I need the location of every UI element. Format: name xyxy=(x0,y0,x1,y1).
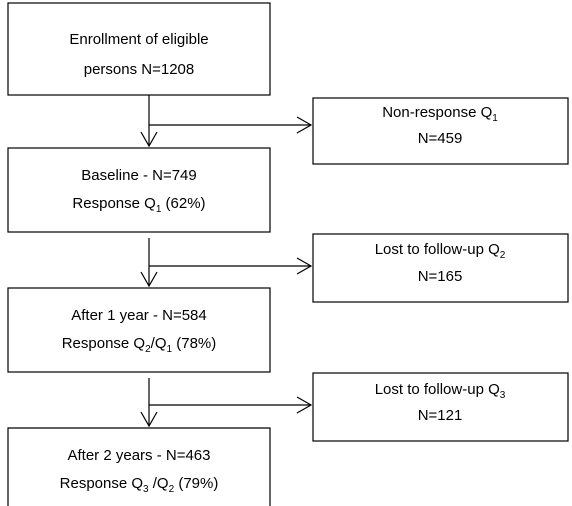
label-text: Response Q xyxy=(72,195,155,212)
label-text: After 1 year - N=584 xyxy=(71,307,206,324)
arrow xyxy=(140,378,313,428)
subscript: 3 xyxy=(500,390,506,401)
box xyxy=(7,427,271,506)
label-text: Baseline - N=749 xyxy=(81,167,197,184)
subscript: 1 xyxy=(156,204,162,215)
node-label: After 1 year - N=584 xyxy=(71,307,206,324)
label-text: N=165 xyxy=(418,268,463,285)
subscript: 2 xyxy=(500,250,506,261)
subscript: 1 xyxy=(492,113,498,124)
label-text: N=459 xyxy=(418,130,463,147)
node-label: N=459 xyxy=(418,130,463,147)
node-label: N=121 xyxy=(418,407,463,424)
label-text: After 2 years - N=463 xyxy=(68,447,211,464)
label-text: Lost to follow-up Q xyxy=(375,241,500,258)
label-text: Response Q xyxy=(62,335,145,352)
subscript: 3 xyxy=(143,484,149,495)
node-label: Lost to follow-up Q2 xyxy=(375,241,506,261)
box xyxy=(312,233,569,303)
arrow xyxy=(140,95,313,148)
label-text: Response Q xyxy=(60,475,143,492)
node-label: N=165 xyxy=(418,268,463,285)
label-text: (78%) xyxy=(172,335,216,352)
node-label: Lost to follow-up Q3 xyxy=(375,381,506,401)
label-text: persons N=1208 xyxy=(84,61,195,78)
node-label: Enrollment of eligible xyxy=(69,31,208,48)
subscript: 1 xyxy=(167,344,173,355)
label-text: N=121 xyxy=(418,407,463,424)
subscript: 2 xyxy=(169,484,175,495)
node-label: Baseline - N=749 xyxy=(81,167,197,184)
node-label: Response Q1 (62%) xyxy=(72,195,205,215)
node-label: Response Q2/Q1 (78%) xyxy=(62,335,217,355)
node-label: persons N=1208 xyxy=(84,61,195,78)
label-text: (62%) xyxy=(161,195,205,212)
label-text: (79%) xyxy=(174,475,218,492)
label-text: /Q xyxy=(151,335,167,352)
node-label: Non-response Q1 xyxy=(382,104,498,124)
arrow xyxy=(140,238,313,288)
box xyxy=(7,287,271,373)
label-text: /Q xyxy=(149,475,169,492)
node-label: After 2 years - N=463 xyxy=(68,447,211,464)
node-label: Response Q3 /Q2 (79%) xyxy=(60,475,219,495)
box xyxy=(7,147,271,233)
label-text: Enrollment of eligible xyxy=(69,31,208,48)
box xyxy=(7,2,271,96)
label-text: Non-response Q xyxy=(382,104,492,121)
label-text: Lost to follow-up Q xyxy=(375,381,500,398)
box xyxy=(312,97,569,165)
box xyxy=(312,372,569,442)
subscript: 2 xyxy=(145,344,151,355)
